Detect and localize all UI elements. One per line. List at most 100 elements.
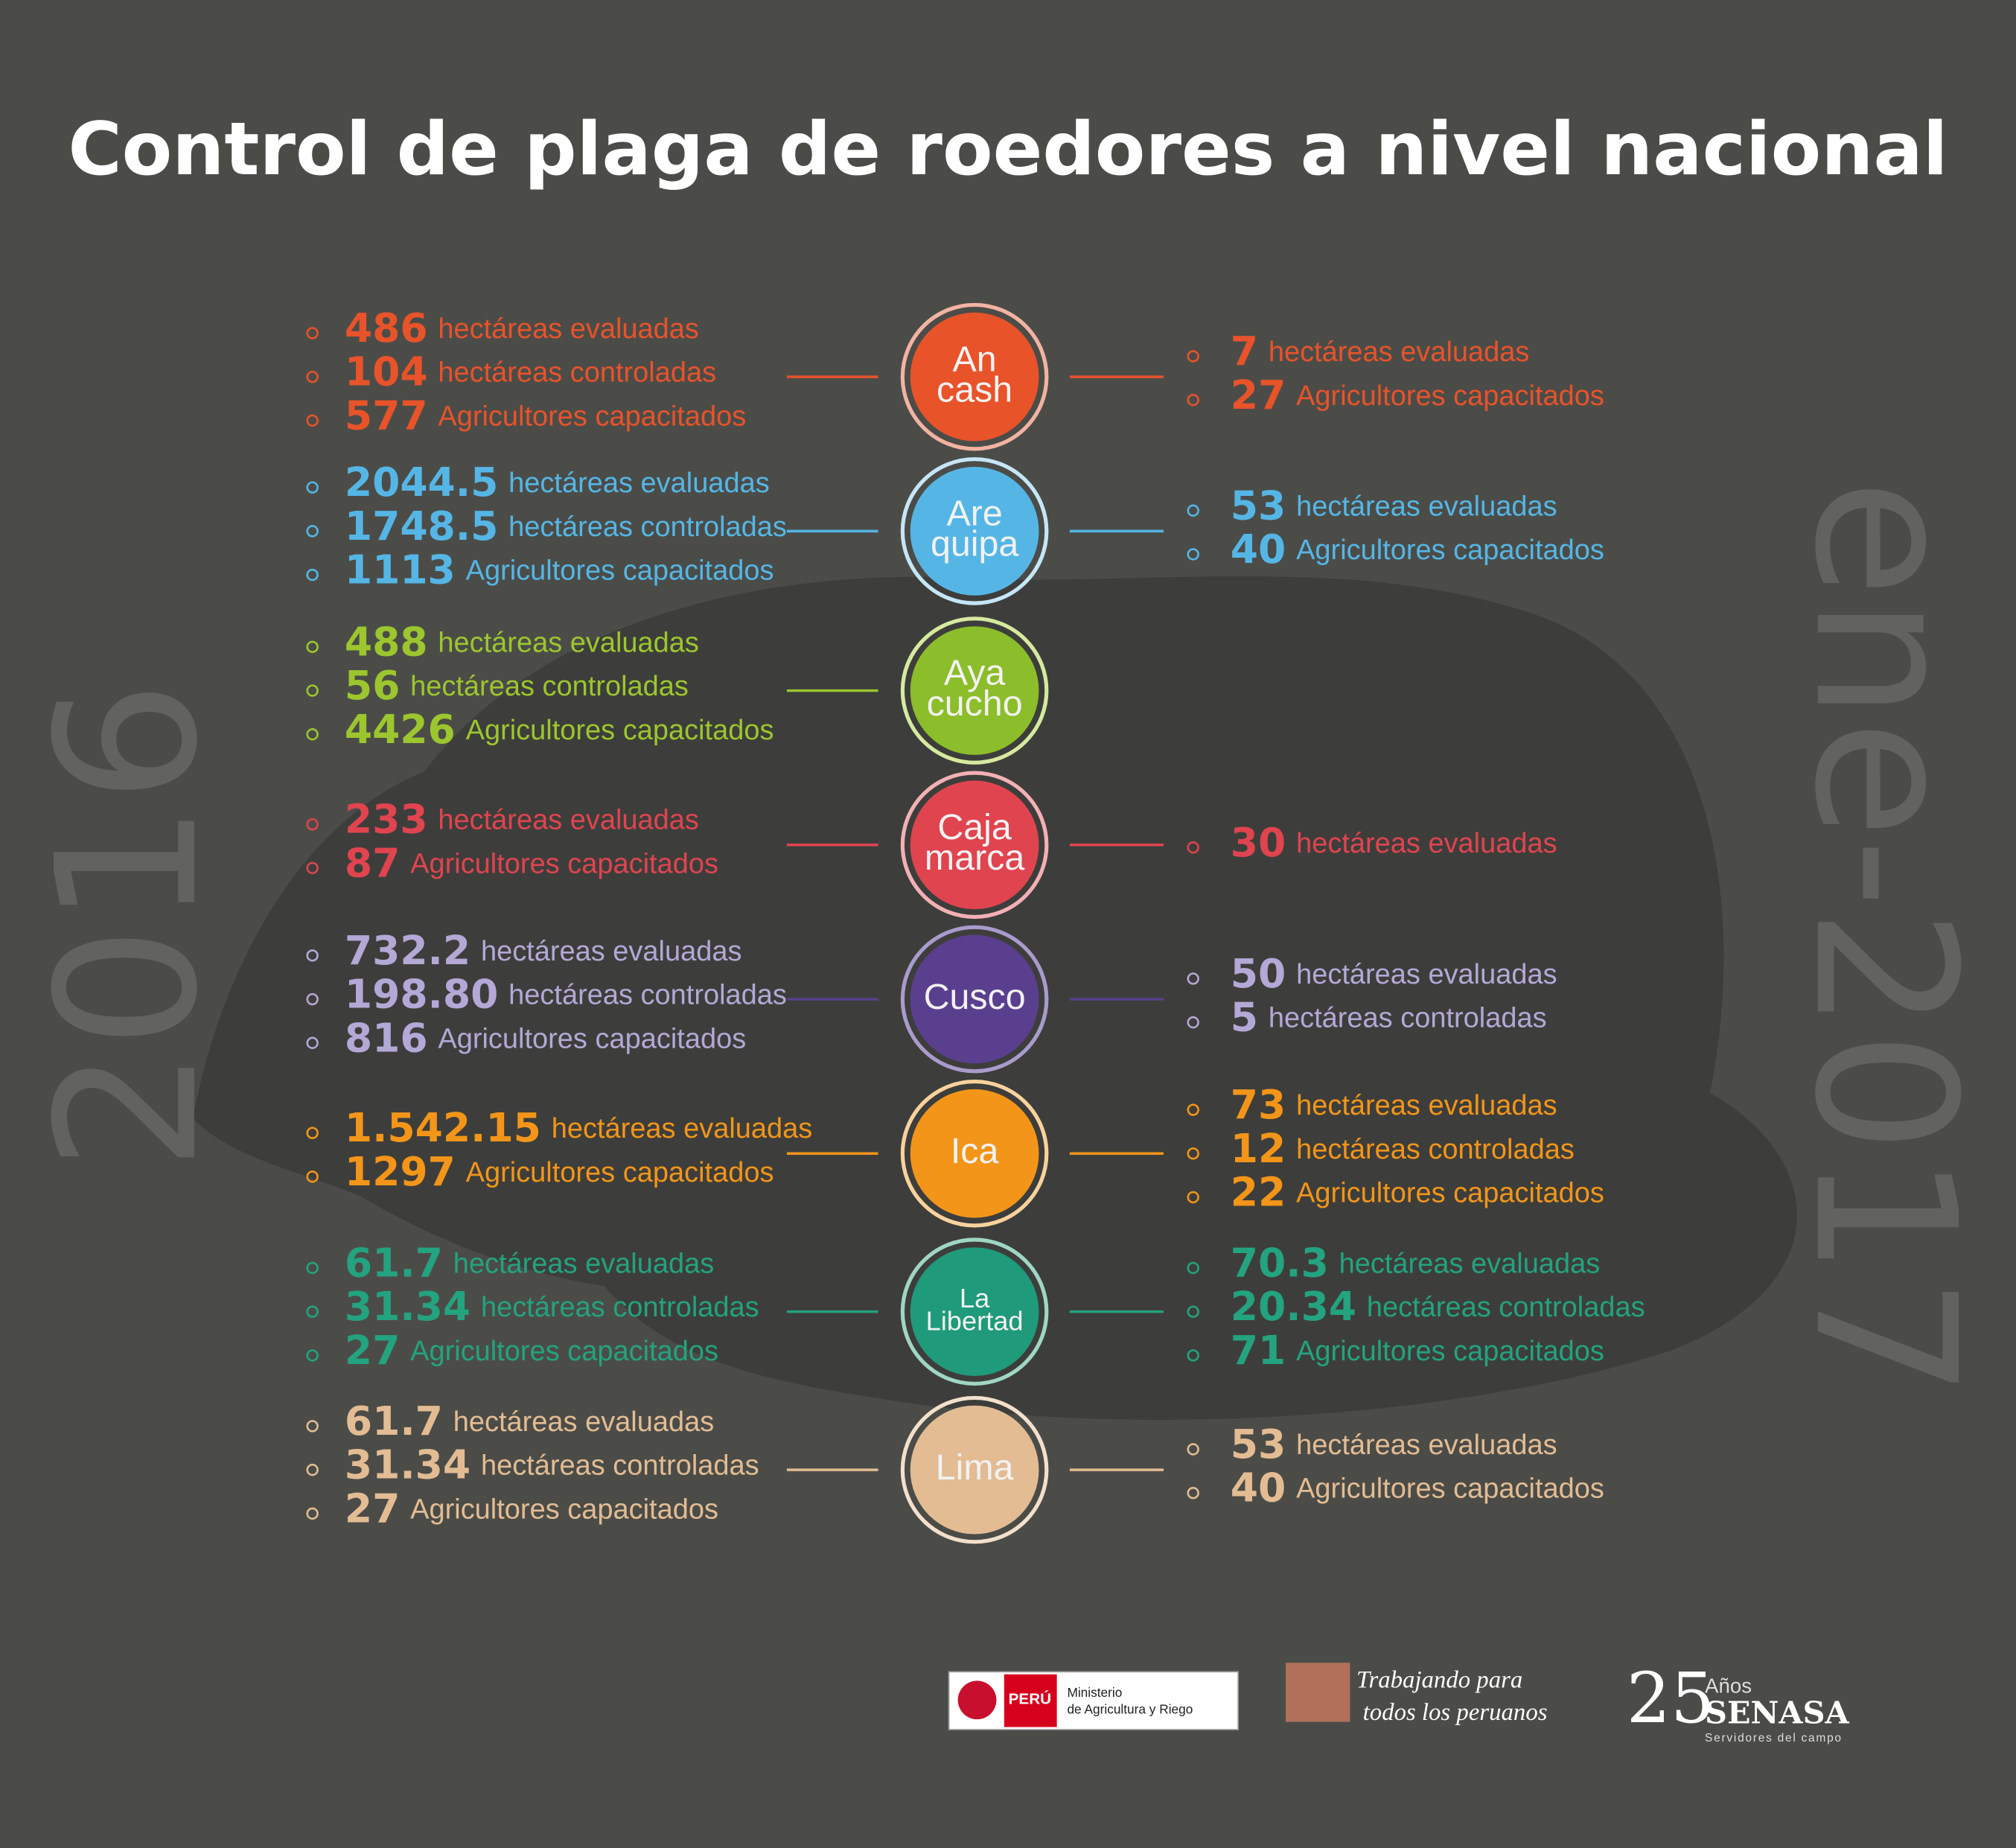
peru-label: PERÚ xyxy=(1009,1690,1052,1708)
stat-line: 5 hectáreas controladas xyxy=(1231,993,1547,1040)
bullet xyxy=(1187,350,1199,363)
stat-label: hectáreas controladas xyxy=(1367,1292,1645,1323)
stat-value: 2044.5 xyxy=(345,459,499,506)
stat-line: 53 hectáreas evaluadas xyxy=(1231,1421,1557,1468)
stat-line: 71 Agricultores capacitados xyxy=(1231,1327,1604,1374)
region-name: Caja xyxy=(937,807,1012,847)
stat-label: Agricultores capacitados xyxy=(1296,380,1604,412)
stat-value: 87 xyxy=(345,839,400,886)
stat-value: 27 xyxy=(345,1327,400,1374)
stat-line: 233 hectáreas evaluadas xyxy=(345,795,699,842)
bullet xyxy=(1187,1349,1199,1362)
stat-value: 1297 xyxy=(345,1148,456,1195)
stat-line: 104 hectáreas controladas xyxy=(345,348,716,395)
bullet xyxy=(306,568,319,582)
stat-value: 40 xyxy=(1231,526,1286,573)
bullet xyxy=(1187,972,1199,985)
ministry-logo xyxy=(948,1671,1240,1730)
stat-line: 61.7 hectáreas evaluadas xyxy=(345,1239,714,1286)
bullet xyxy=(306,1170,319,1183)
bullet xyxy=(306,684,319,697)
region-ring xyxy=(900,457,1049,605)
left-period: 2016 xyxy=(16,681,240,1171)
right-period: ene-2017 xyxy=(1772,479,1996,1399)
region-circle xyxy=(910,934,1039,1064)
stat-value: 1748.5 xyxy=(345,503,499,549)
stat-value: 5 xyxy=(1231,993,1258,1040)
region-ring xyxy=(900,616,1049,765)
stat-value: 61.7 xyxy=(345,1239,443,1286)
region-circle xyxy=(910,1405,1039,1535)
stat-line: 30 hectáreas evaluadas xyxy=(1231,818,1557,865)
stat-line: 577 Agricultores capacitados xyxy=(345,392,746,439)
stat-line: 50 hectáreas evaluadas xyxy=(1231,950,1557,997)
stat-line: 27 Agricultores capacitados xyxy=(1231,371,1604,418)
stat-label: hectáreas evaluadas xyxy=(438,627,699,658)
stat-label: hectáreas evaluadas xyxy=(1296,1430,1557,1461)
stat-line: 4426 Agricultores capacitados xyxy=(345,705,774,752)
stat-line: 198.80 hectáreas controladas xyxy=(345,970,787,1017)
bullet xyxy=(1187,1147,1199,1160)
stat-line: 56 hectáreas controladas xyxy=(345,662,689,709)
stat-value: 20.34 xyxy=(1231,1283,1356,1330)
stat-label: hectáreas evaluadas xyxy=(481,936,742,967)
region-name: Cusco xyxy=(924,977,1026,1017)
stat-label: hectáreas controladas xyxy=(1269,1003,1547,1034)
stat-line: 40 Agricultores capacitados xyxy=(1231,526,1604,573)
stat-value: 486 xyxy=(345,305,428,351)
stat-line: 816 Agricultores capacitados xyxy=(345,1014,746,1061)
bullet xyxy=(306,1036,319,1049)
stat-label: Agricultores capacitados xyxy=(466,715,774,746)
stat-label: hectáreas evaluadas xyxy=(1269,337,1530,368)
region-circle xyxy=(910,626,1039,755)
stat-label: hectáreas evaluadas xyxy=(1339,1249,1601,1280)
stat-label: hectáreas controladas xyxy=(481,1292,759,1323)
stat-value: 53 xyxy=(1231,482,1286,529)
region-name: Aya xyxy=(944,653,1006,693)
slogan: todos los peruanos xyxy=(1363,1699,1548,1726)
stat-value: 1113 xyxy=(345,546,456,593)
stat-label: Agricultores capacitados xyxy=(466,555,774,587)
stat-value: 732.2 xyxy=(345,926,470,973)
region-ring xyxy=(900,302,1049,451)
bullet xyxy=(306,640,319,654)
stat-label: hectáreas controladas xyxy=(1296,1134,1575,1165)
region-ring xyxy=(900,925,1049,1074)
stat-value: 31.34 xyxy=(345,1441,470,1488)
region-ring xyxy=(900,1395,1049,1544)
coat-of-arms xyxy=(957,1680,997,1720)
bullet xyxy=(1187,1305,1199,1318)
stat-line: 486 hectáreas evaluadas xyxy=(345,305,699,351)
peru-block xyxy=(1004,1674,1057,1727)
stat-label: Agricultores capacitados xyxy=(410,1494,718,1525)
stat-value: 233 xyxy=(345,795,428,842)
region-name: Ica xyxy=(951,1131,999,1171)
bullet xyxy=(1187,504,1199,517)
bullet xyxy=(306,525,319,538)
stat-label: hectáreas evaluadas xyxy=(552,1113,813,1144)
stat-line: 61.7 hectáreas evaluadas xyxy=(345,1398,714,1444)
footer: PERÚ Ministerio de Agricultura y Riego T… xyxy=(948,1657,1850,1745)
region-ring xyxy=(900,1237,1049,1386)
stat-label: Agricultores capacitados xyxy=(1296,1178,1604,1209)
stat-value: 50 xyxy=(1231,950,1286,997)
stat-value: 22 xyxy=(1231,1168,1286,1215)
stat-line: 87 Agricultores capacitados xyxy=(345,839,718,886)
stat-value: 71 xyxy=(1231,1327,1286,1374)
bullet xyxy=(306,414,319,427)
stat-line: 1297 Agricultores capacitados xyxy=(345,1148,774,1195)
region-name: quipa xyxy=(931,524,1018,564)
stat-line: 7 hectáreas evaluadas xyxy=(1231,328,1530,375)
bullet xyxy=(1187,1103,1199,1116)
stat-label: Agricultores capacitados xyxy=(1296,1336,1604,1367)
brand-tagline: Servidores del campo xyxy=(1705,1732,1843,1745)
stat-line: 40 Agricultores capacitados xyxy=(1231,1464,1604,1511)
bullet xyxy=(306,1305,319,1318)
bullet xyxy=(306,992,319,1006)
region-circle xyxy=(910,467,1039,596)
bullet xyxy=(306,481,319,494)
stat-label: Agricultores capacitados xyxy=(438,1023,746,1054)
stat-value: 56 xyxy=(345,662,400,709)
stat-value: 40 xyxy=(1231,1464,1286,1511)
